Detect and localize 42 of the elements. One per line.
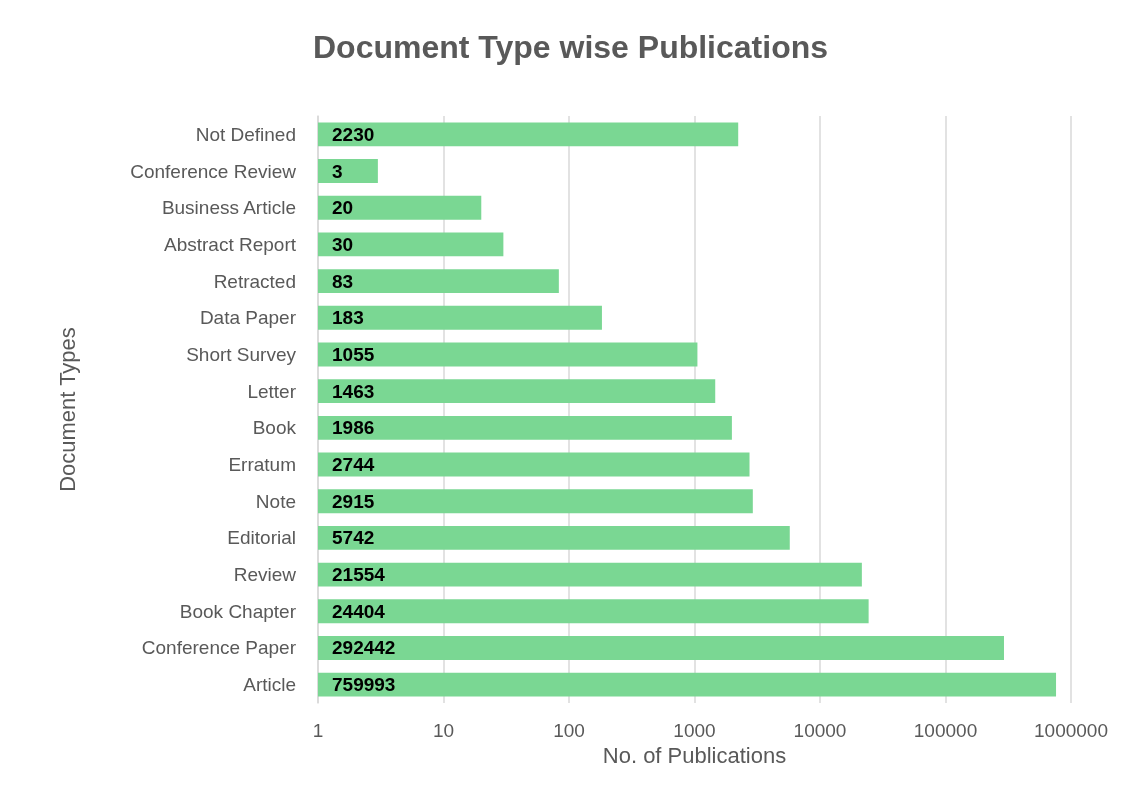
data-label: 21554 [332,564,386,586]
data-label: 20 [332,197,354,219]
x-tick-label: 10000 [793,720,847,741]
x-tick-label: 100000 [913,720,978,741]
y-tick-label: Conference Paper [141,637,297,659]
x-axis-title: No. of Publications [602,743,787,769]
x-tick-label: 1 [312,720,324,741]
data-label: 83 [332,270,354,292]
y-tick-label: Letter [247,380,297,402]
data-label: 759993 [332,674,396,696]
data-label: 2915 [332,490,375,512]
data-label: 1055 [332,343,375,365]
data-label: 3 [332,160,343,182]
y-tick-label: Short Survey [186,343,297,365]
data-label: 1463 [332,380,375,402]
data-label: 2744 [332,454,375,476]
data-label: 2230 [332,123,375,145]
y-tick-label: Editorial [227,527,296,549]
data-label: 1986 [332,417,375,439]
data-label: 24404 [332,600,386,622]
x-tick-label: 10 [432,720,455,741]
x-tick-label: 100 [553,720,585,741]
y-tick-label: Business Article [161,197,296,219]
data-label: 5742 [332,527,375,549]
data-label: 183 [332,307,364,329]
y-tick-label: Book Chapter [179,600,297,622]
y-tick-label: Book [252,417,297,439]
data-label: 30 [332,233,354,255]
y-axis-title: Document Types [54,327,80,492]
x-tick-label: 1000 [673,720,716,741]
y-tick-label: Note [255,490,296,512]
y-tick-label: Not Defined [195,123,296,145]
y-tick-label: Article [243,674,296,696]
y-tick-label: Retracted [213,270,296,292]
y-tick-label: Abstract Report [164,233,297,255]
y-tick-label: Review [233,564,297,586]
y-tick-label: Data Paper [199,307,297,329]
x-tick-label: 1000000 [1034,720,1108,741]
y-tick-label: Conference Review [130,160,297,182]
chart-title: Document Type wise Publications [312,29,829,65]
data-label: 292442 [332,637,396,659]
y-tick-label: Erratum [228,454,296,476]
